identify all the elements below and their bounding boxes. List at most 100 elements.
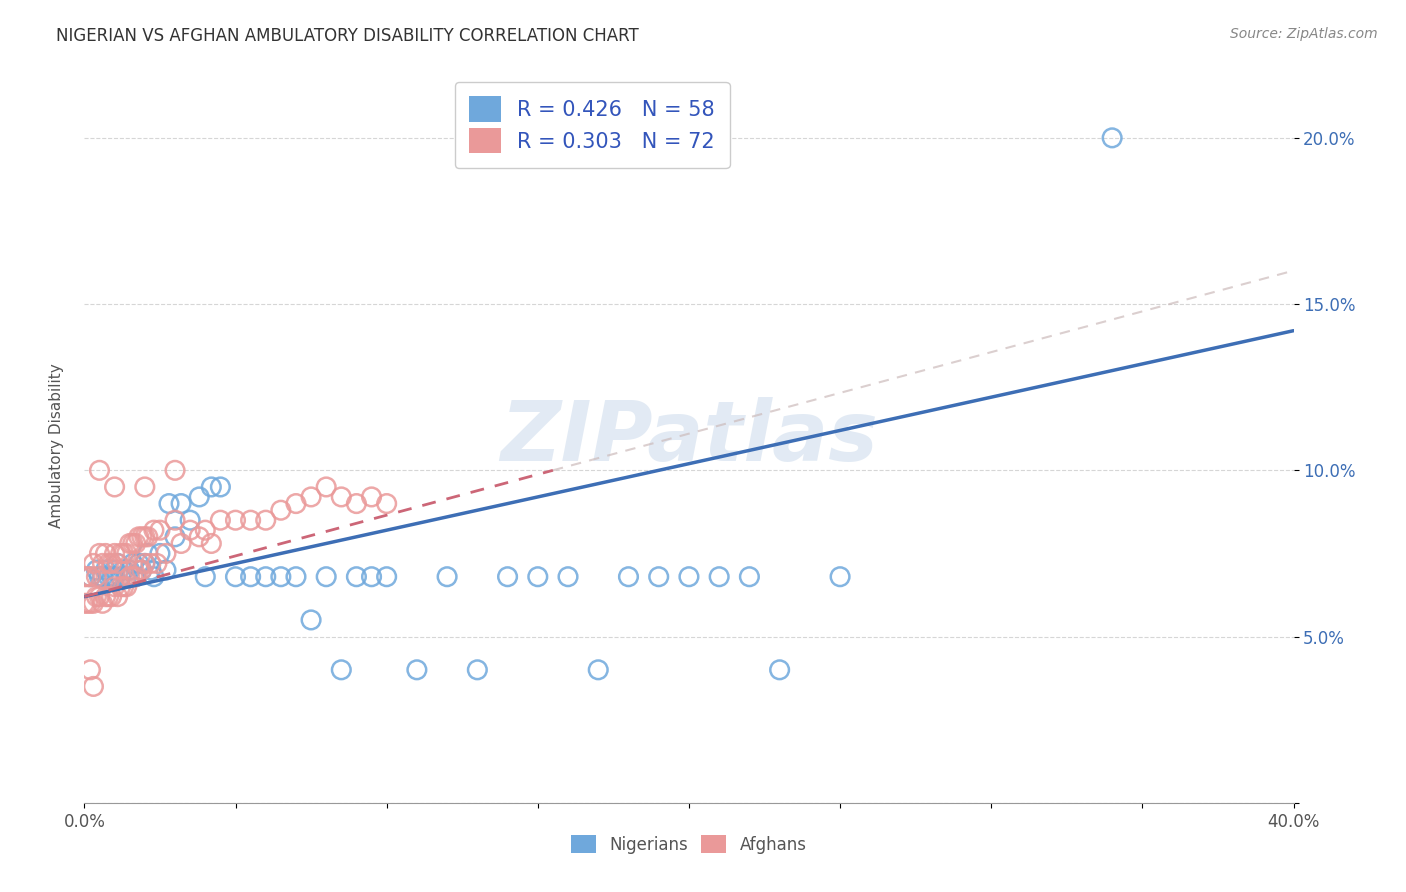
Point	[149, 546, 172, 560]
Point	[125, 536, 148, 550]
Point	[406, 663, 429, 677]
Point	[121, 536, 143, 550]
Point	[104, 563, 127, 577]
Point	[155, 546, 177, 560]
Point	[121, 557, 143, 571]
Point	[89, 570, 111, 584]
Text: Source: ZipAtlas.com: Source: ZipAtlas.com	[1230, 27, 1378, 41]
Point	[375, 570, 398, 584]
Point	[496, 570, 519, 584]
Point	[769, 663, 792, 677]
Point	[100, 557, 122, 571]
Point	[86, 563, 108, 577]
Point	[330, 490, 353, 504]
Point	[375, 497, 398, 511]
Point	[360, 570, 382, 584]
Point	[118, 563, 141, 577]
Point	[128, 530, 150, 544]
Point	[299, 490, 322, 504]
Point	[97, 557, 120, 571]
Point	[89, 546, 111, 560]
Point	[346, 570, 368, 584]
Text: NIGERIAN VS AFGHAN AMBULATORY DISABILITY CORRELATION CHART: NIGERIAN VS AFGHAN AMBULATORY DISABILITY…	[56, 27, 638, 45]
Point	[100, 590, 122, 604]
Point	[125, 570, 148, 584]
Point	[285, 497, 308, 511]
Point	[557, 570, 579, 584]
Point	[254, 513, 277, 527]
Point	[125, 570, 148, 584]
Point	[128, 557, 150, 571]
Point	[112, 546, 135, 560]
Point	[188, 530, 211, 544]
Text: ZIPatlas: ZIPatlas	[501, 397, 877, 477]
Point	[131, 563, 153, 577]
Point	[239, 513, 262, 527]
Point	[104, 546, 127, 560]
Point	[110, 546, 132, 560]
Point	[94, 563, 117, 577]
Point	[89, 463, 111, 477]
Point	[209, 513, 232, 527]
Point	[79, 663, 101, 677]
Point	[142, 570, 165, 584]
Point	[76, 596, 98, 610]
Point	[254, 570, 277, 584]
Point	[94, 546, 117, 560]
Point	[194, 523, 217, 537]
Point	[225, 513, 247, 527]
Point	[86, 570, 108, 584]
Point	[82, 596, 104, 610]
Point	[136, 546, 159, 560]
Point	[157, 497, 180, 511]
Point	[830, 570, 852, 584]
Point	[82, 680, 104, 694]
Point	[134, 557, 156, 571]
Point	[128, 563, 150, 577]
Point	[131, 530, 153, 544]
Point	[115, 570, 138, 584]
Point	[200, 536, 222, 550]
Point	[194, 570, 217, 584]
Point	[79, 596, 101, 610]
Point	[1101, 131, 1123, 145]
Point	[146, 557, 169, 571]
Point	[588, 663, 610, 677]
Point	[170, 536, 193, 550]
Point	[112, 563, 135, 577]
Point	[179, 513, 201, 527]
Point	[527, 570, 550, 584]
Point	[299, 613, 322, 627]
Point	[104, 570, 127, 584]
Point	[104, 580, 127, 594]
Text: Ambulatory Disability: Ambulatory Disability	[49, 364, 63, 528]
Point	[79, 570, 101, 584]
Point	[709, 570, 731, 584]
Point	[121, 570, 143, 584]
Point	[91, 596, 114, 610]
Point	[91, 557, 114, 571]
Point	[436, 570, 458, 584]
Point	[94, 590, 117, 604]
Point	[315, 570, 337, 584]
Point	[110, 580, 132, 594]
Point	[100, 570, 122, 584]
Point	[738, 570, 761, 584]
Point	[115, 580, 138, 594]
Point	[134, 557, 156, 571]
Point	[97, 570, 120, 584]
Point	[107, 590, 129, 604]
Point	[170, 497, 193, 511]
Point	[165, 530, 187, 544]
Point	[79, 570, 101, 584]
Point	[107, 557, 129, 571]
Point	[131, 563, 153, 577]
Point	[239, 570, 262, 584]
Point	[270, 503, 292, 517]
Point	[139, 563, 162, 577]
Point	[76, 570, 98, 584]
Point	[118, 570, 141, 584]
Point	[467, 663, 489, 677]
Point	[136, 530, 159, 544]
Legend: Nigerians, Afghans: Nigerians, Afghans	[564, 829, 814, 860]
